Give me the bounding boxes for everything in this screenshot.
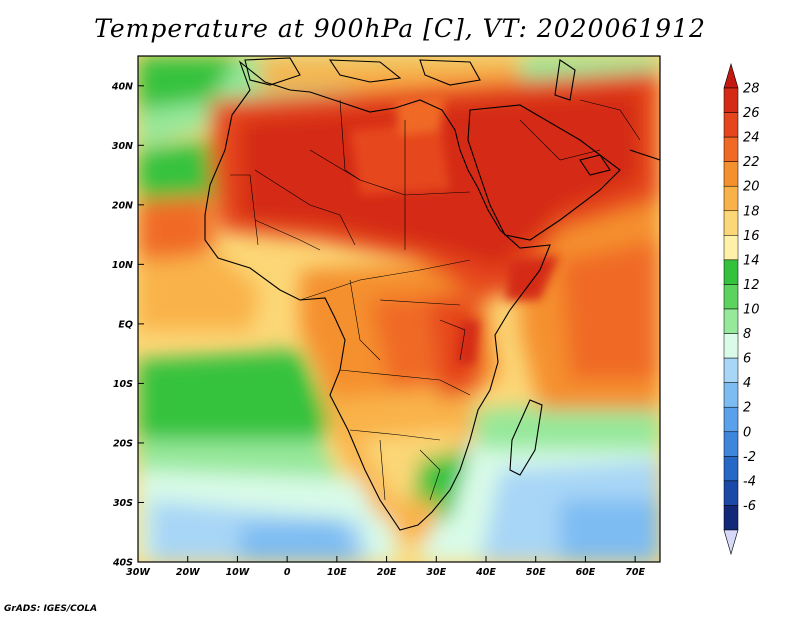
colorbar-swatch bbox=[723, 480, 739, 506]
y-tick-label: 20N bbox=[112, 200, 133, 211]
colorbar-swatch bbox=[723, 333, 739, 359]
x-tick-label: 10W bbox=[226, 567, 250, 578]
temperature-field bbox=[138, 56, 660, 562]
y-axis: 40S 30S 20S 10S EQ 10N 20N 30N 40N bbox=[111, 81, 144, 569]
colorbar-label: 8 bbox=[743, 327, 751, 342]
y-tick-label: 30S bbox=[113, 498, 133, 509]
y-tick-label: EQ bbox=[118, 319, 133, 330]
x-tick-label: 0 bbox=[284, 567, 291, 578]
colorbar-bottom-triangle bbox=[723, 529, 739, 556]
colorbar-swatch bbox=[723, 505, 739, 531]
colorbar-label: 10 bbox=[743, 303, 760, 318]
x-tick-label: 50E bbox=[526, 567, 546, 578]
colorbar-label: 20 bbox=[743, 180, 760, 195]
x-tick-label: 40E bbox=[475, 567, 496, 578]
x-tick-label: 20E bbox=[377, 567, 397, 578]
colorbar-label: -6 bbox=[743, 499, 756, 514]
x-tick-label: 20W bbox=[176, 567, 200, 578]
colorbar-swatch bbox=[723, 308, 739, 334]
y-tick-label: 20S bbox=[113, 438, 133, 449]
colorbar-swatch bbox=[723, 357, 739, 383]
colorbar-swatch bbox=[723, 185, 739, 212]
colorbar-label: 12 bbox=[743, 278, 760, 293]
colorbar-label: 2 bbox=[743, 401, 751, 416]
colorbar-label: 24 bbox=[743, 131, 760, 146]
y-tick-label: 10N bbox=[112, 260, 133, 271]
colorbar-swatch bbox=[723, 235, 739, 261]
colorbar-label: -4 bbox=[743, 474, 756, 489]
y-tick-label: 40S bbox=[112, 558, 133, 569]
colorbar-label: 4 bbox=[743, 376, 751, 391]
colorbar-swatch bbox=[723, 87, 739, 113]
colorbar-top-triangle bbox=[723, 62, 739, 89]
x-tick-label: 30E bbox=[426, 567, 446, 578]
colorbar-swatch bbox=[723, 210, 739, 236]
x-tick-label: 10E bbox=[327, 567, 347, 578]
colorbar-label: -2 bbox=[743, 450, 756, 465]
y-tick-label: 30N bbox=[112, 141, 133, 152]
x-tick-label: 60E bbox=[576, 567, 596, 578]
x-tick-label: 30W bbox=[126, 567, 150, 578]
y-tick-label: 10S bbox=[113, 379, 133, 390]
colorbar-swatch bbox=[723, 284, 739, 310]
colorbar-swatch bbox=[723, 259, 739, 285]
colorbar-swatch bbox=[723, 431, 739, 457]
colorbar-label: 28 bbox=[743, 82, 760, 97]
y-tick-label: 40N bbox=[111, 81, 133, 92]
country-borders bbox=[230, 99, 641, 501]
plot-frame bbox=[137, 55, 661, 563]
colorbar-swatch bbox=[723, 136, 739, 162]
colorbar-label: 26 bbox=[743, 106, 760, 121]
x-tick-label: 70E bbox=[625, 567, 645, 578]
colorbar-swatch bbox=[723, 456, 739, 482]
colorbar-swatch bbox=[723, 161, 739, 187]
colorbar-label: 6 bbox=[743, 352, 751, 367]
colorbar-swatch bbox=[723, 406, 739, 433]
coastlines bbox=[204, 57, 660, 531]
colorbar-label: 0 bbox=[743, 425, 751, 440]
colorbar-swatch bbox=[723, 112, 739, 138]
colorbar-label: 18 bbox=[743, 204, 760, 219]
x-axis: 30W 20W 10W 0 10E 20E 30E 40E 50E 60E 70E bbox=[126, 556, 646, 578]
colorbar-label: 14 bbox=[743, 253, 760, 268]
colorbar-label: 22 bbox=[743, 155, 760, 170]
map-title: Temperature at 900hPa [C], VT: 202006191… bbox=[94, 14, 706, 43]
grads-credit: GrADS: IGES/COLA bbox=[4, 604, 98, 614]
colorbar-label: 16 bbox=[743, 229, 760, 244]
colorbar-swatch bbox=[723, 382, 739, 408]
